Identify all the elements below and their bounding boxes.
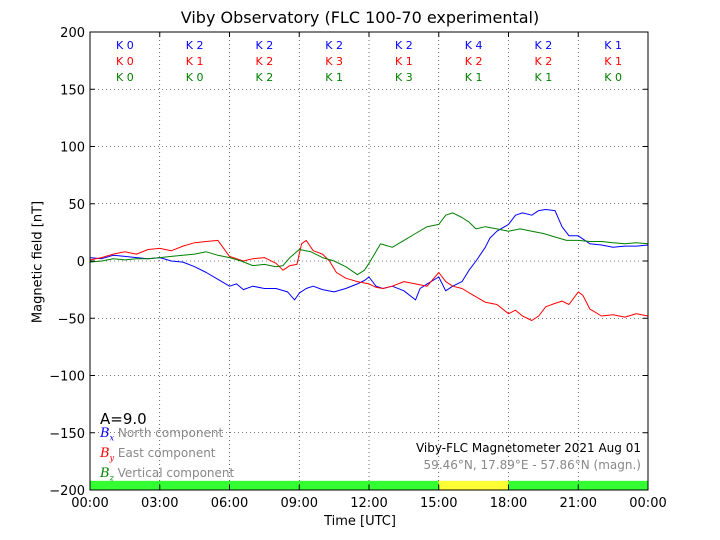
activity-bar-segment [90, 480, 439, 490]
x-tick-label: 03:00 [141, 496, 178, 511]
k-index-label: K 2 [256, 71, 274, 84]
y-tick-label: 100 [60, 141, 85, 156]
legend-label-north: North component [117, 426, 224, 440]
x-tick-label: 12:00 [350, 496, 387, 511]
k-index-label: K 0 [116, 71, 134, 84]
k-index-label: K 2 [535, 55, 553, 68]
x-tick-label: 06:00 [211, 496, 248, 511]
series-line-north [89, 209, 649, 301]
k-index-label: K 0 [116, 39, 134, 52]
k-index-label: K 1 [465, 71, 483, 84]
k-index-label: K 2 [395, 39, 413, 52]
legend-label-vertical: Vertical component [117, 466, 235, 481]
y-tick-label: −150 [49, 427, 85, 442]
station-info-line1: Viby-FLC Magnetometer 2021 Aug 01 [415, 441, 641, 455]
x-tick-label: 00:00 [71, 496, 108, 511]
x-tick-label: 15:00 [420, 496, 457, 511]
x-tick-label: 00:00 [629, 496, 666, 511]
legend: Bx North component By East component Bz … [100, 426, 234, 486]
y-tick-label: −50 [58, 312, 85, 327]
k-index-label: K 1 [604, 55, 622, 68]
x-tick-label: 09:00 [281, 496, 318, 511]
k-index-label: K 3 [325, 55, 343, 68]
y-tick-label: 200 [60, 26, 85, 41]
k-index-label: K 1 [395, 55, 413, 68]
k-index-label: K 1 [535, 71, 553, 84]
series-line-east [89, 239, 649, 321]
series-line-vertical [89, 212, 649, 276]
k-index-label: K 1 [604, 39, 622, 52]
k-index-label: K 2 [465, 55, 483, 68]
x-tick-label: 21:00 [560, 496, 597, 511]
y-axis-label: Magnetic field [nT] [30, 200, 46, 324]
k-index-label: K 3 [395, 71, 413, 84]
station-info-line2: 59.46°N, 17.89°E - 57.86°N (magn.) [423, 458, 641, 472]
activity-bar-segment [438, 480, 509, 490]
legend-item-north: Bx North component [100, 426, 224, 443]
k-index-label: K 2 [256, 55, 274, 68]
y-tick-label: 150 [60, 83, 85, 98]
station-info: Viby-FLC Magnetometer 2021 Aug 01 59.46°… [416, 440, 641, 474]
x-axis-label: Time [UTC] [324, 514, 396, 529]
y-tick-label: 50 [68, 198, 85, 213]
legend-label-east: East component [117, 446, 216, 461]
k-index-label: K 1 [186, 55, 204, 68]
k-index-label: K 0 [186, 71, 204, 84]
x-tick-label: 18:00 [490, 496, 527, 511]
y-tick-label: 0 [77, 255, 85, 270]
k-index-label: K 2 [535, 39, 553, 52]
chart-title: Viby Observatory (FLC 100-70 experimenta… [180, 8, 540, 27]
k-index-label: K 2 [186, 39, 204, 52]
legend-item-vertical: Bz Vertical component [100, 466, 235, 483]
k-index-label: K 0 [116, 55, 134, 68]
k-index-label: K 0 [604, 71, 622, 84]
y-tick-label: −200 [49, 484, 85, 499]
y-tick-label: −100 [49, 370, 85, 385]
k-index-label: K 2 [256, 39, 274, 52]
k-index-label: K 2 [325, 39, 343, 52]
a-index: A=9.0 [100, 410, 147, 428]
legend-item-east: By East component [100, 446, 216, 463]
k-index-label: K 1 [325, 71, 343, 84]
k-index-label: K 4 [465, 39, 483, 52]
